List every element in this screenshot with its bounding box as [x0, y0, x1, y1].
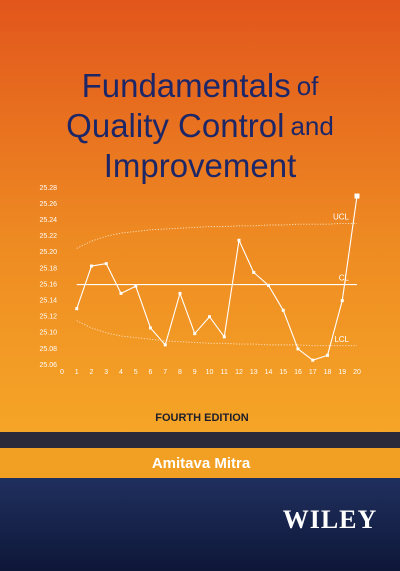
x-tick-label: 14: [265, 369, 273, 376]
x-tick-label: 16: [294, 369, 302, 376]
y-tick-label: 25.16: [39, 281, 57, 288]
y-tick-label: 25.14: [39, 297, 57, 304]
title-line: Quality Control and: [66, 107, 334, 144]
data-point: [104, 262, 108, 266]
title-word: Fundamentals: [82, 67, 291, 104]
x-tick-label: 20: [353, 369, 361, 376]
series-label: CL: [339, 274, 350, 283]
title-line: Fundamentals of: [82, 67, 320, 104]
y-tick-label: 25.12: [39, 314, 57, 321]
x-tick-label: 10: [206, 369, 214, 376]
background-bottom: [0, 478, 400, 571]
data-point: [267, 283, 270, 287]
x-tick-label: 11: [221, 369, 228, 376]
x-tick-label: 7: [163, 369, 167, 376]
data-point: [296, 347, 300, 351]
x-tick-label: 17: [309, 369, 317, 376]
data-point: [340, 299, 344, 303]
x-tick-label: 12: [235, 369, 243, 376]
y-tick-label: 25.10: [39, 330, 57, 337]
data-point: [252, 270, 256, 274]
data-point: [311, 358, 315, 362]
y-tick-label: 25.26: [39, 201, 57, 208]
data-point: [208, 315, 211, 319]
title-word: of: [297, 71, 319, 101]
title-line: Improvement: [104, 147, 297, 184]
y-tick-label: 25.28: [39, 185, 57, 192]
data-point: [75, 307, 79, 311]
y-tick-label: 25.08: [39, 346, 57, 353]
data-point: [354, 193, 360, 199]
data-point: [178, 291, 182, 295]
data-point: [281, 308, 285, 312]
series-line: [76, 195, 358, 361]
data-point: [222, 335, 226, 339]
x-tick-label: 13: [250, 369, 258, 376]
x-tick-label: 15: [279, 369, 287, 376]
data-point: [237, 238, 241, 242]
title-word: Quality Control: [66, 107, 284, 144]
author: Amitava Mitra: [152, 455, 251, 472]
dark-strip: [0, 432, 400, 448]
publisher: WILEY: [283, 505, 378, 534]
title-word: and: [290, 111, 333, 141]
data-point: [90, 264, 93, 268]
x-tick-label: 5: [134, 369, 138, 376]
author-band: [0, 448, 400, 478]
data-point: [119, 291, 123, 295]
x-tick-label: 6: [149, 369, 153, 376]
y-tick-label: 25.22: [39, 233, 57, 240]
control-chart: 25.06 25.08 25.10 25.12 25.14 25.16 25.18 25.20…: [39, 185, 361, 376]
y-tick-label: 25.24: [39, 217, 57, 224]
background-top: [0, 0, 400, 432]
series-label: UCL: [333, 213, 350, 222]
x-tick-label: 1: [75, 369, 79, 376]
x-tick-label: 3: [104, 369, 108, 376]
series-line: [76, 320, 357, 347]
edition: FOURTH EDITION: [155, 412, 249, 424]
y-tick-label: 25.20: [39, 249, 57, 256]
x-tick-label: 19: [338, 369, 346, 376]
data-point: [163, 343, 167, 347]
x-tick-label: 9: [193, 369, 197, 376]
data-point: [134, 284, 138, 288]
x-tick-label: 4: [119, 369, 123, 376]
data-point: [193, 332, 197, 336]
y-tick-label: 25.18: [39, 265, 57, 272]
x-tick-label: 8: [178, 369, 182, 376]
x-tick-label: 18: [324, 369, 332, 376]
series-label: LCL: [334, 335, 349, 344]
data-point: [326, 353, 329, 357]
title-word: Improvement: [104, 147, 297, 184]
y-tick-label: 25.06: [39, 362, 57, 369]
x-tick-label: 0: [60, 369, 64, 376]
x-tick-label: 2: [90, 369, 94, 376]
series-line: [76, 222, 357, 249]
data-point: [149, 326, 152, 330]
